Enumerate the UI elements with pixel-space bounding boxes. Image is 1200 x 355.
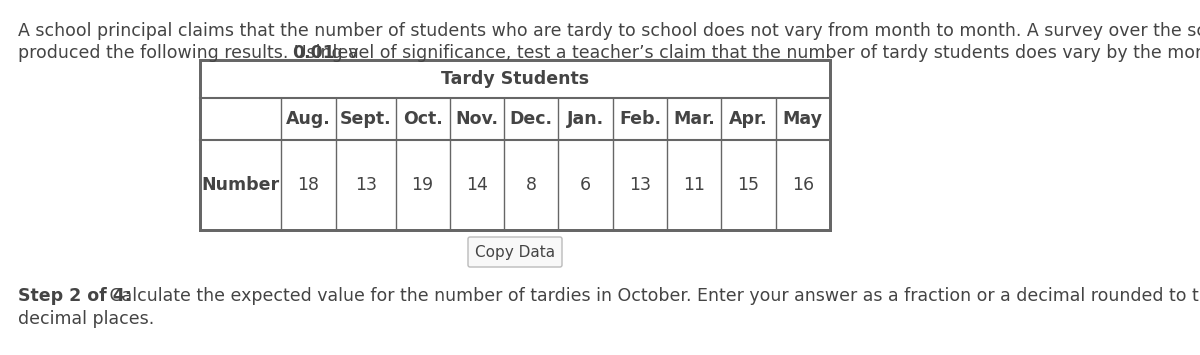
- Text: 16: 16: [792, 176, 814, 194]
- Text: Oct.: Oct.: [403, 110, 443, 128]
- Text: 14: 14: [466, 176, 488, 194]
- Text: Calculate the expected value for the number of tardies in October. Enter your an: Calculate the expected value for the num…: [104, 287, 1200, 305]
- Text: 11: 11: [683, 176, 706, 194]
- Text: 19: 19: [412, 176, 433, 194]
- Text: Tardy Students: Tardy Students: [440, 70, 589, 88]
- Text: 18: 18: [298, 176, 319, 194]
- Text: 15: 15: [738, 176, 760, 194]
- FancyBboxPatch shape: [468, 237, 562, 267]
- Text: Aug.: Aug.: [287, 110, 331, 128]
- Text: produced the following results. Using a: produced the following results. Using a: [18, 44, 365, 62]
- Text: May: May: [782, 110, 823, 128]
- Text: 13: 13: [355, 176, 377, 194]
- Text: 6: 6: [580, 176, 592, 194]
- Text: Feb.: Feb.: [619, 110, 661, 128]
- Text: A school principal claims that the number of students who are tardy to school do: A school principal claims that the numbe…: [18, 22, 1200, 40]
- Text: decimal places.: decimal places.: [18, 310, 155, 328]
- Text: Dec.: Dec.: [510, 110, 553, 128]
- Text: Step 2 of 4:: Step 2 of 4:: [18, 287, 132, 305]
- Text: Nov.: Nov.: [456, 110, 498, 128]
- Text: level of significance, test a teacher’s claim that the number of tardy students : level of significance, test a teacher’s …: [326, 44, 1200, 62]
- Bar: [200, 60, 830, 230]
- Text: Copy Data: Copy Data: [475, 245, 556, 260]
- Text: Number: Number: [202, 176, 280, 194]
- Text: Mar.: Mar.: [673, 110, 715, 128]
- Text: Jan.: Jan.: [568, 110, 604, 128]
- Text: Sept.: Sept.: [340, 110, 391, 128]
- Text: 0.01: 0.01: [292, 44, 335, 62]
- Text: Apr.: Apr.: [730, 110, 768, 128]
- Text: 8: 8: [526, 176, 536, 194]
- Text: 13: 13: [629, 176, 650, 194]
